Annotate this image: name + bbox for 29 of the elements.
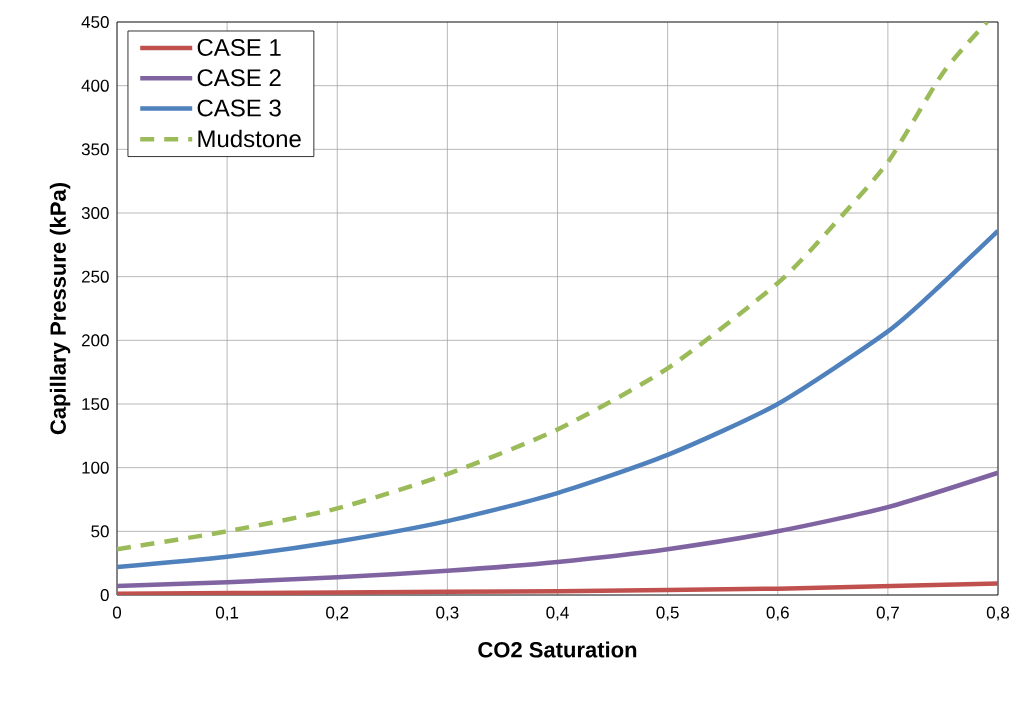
y-axis-title: Capillary Pressure (kPa) bbox=[49, 183, 71, 435]
line-series bbox=[117, 581, 999, 595]
y-tick-label: 150 bbox=[82, 397, 109, 411]
legend-label: CASE 2 bbox=[197, 69, 281, 87]
y-tick-label: 250 bbox=[81, 270, 109, 283]
y-tick-label: 400 bbox=[81, 79, 109, 92]
line-series bbox=[117, 228, 999, 570]
legend-label: Mudstone bbox=[198, 129, 301, 148]
x-tick-label: 0,3 bbox=[436, 606, 459, 621]
legend-label: CASE 3 bbox=[197, 99, 281, 117]
y-tick-label: 450 bbox=[81, 15, 109, 29]
x-axis-title: CO2 Saturation bbox=[478, 641, 637, 658]
x-tick-label: 0,5 bbox=[656, 606, 679, 621]
x-tick-label: 0,1 bbox=[215, 606, 239, 621]
x-tick-label: 0,4 bbox=[546, 606, 569, 621]
x-tick-label: 0,7 bbox=[876, 606, 899, 621]
x-tick-label: 0 bbox=[112, 606, 122, 619]
x-tick-label: 0,6 bbox=[766, 606, 789, 621]
x-tick-label: 0,2 bbox=[326, 606, 349, 621]
line-series bbox=[117, 21, 990, 552]
y-tick-label: 200 bbox=[81, 334, 109, 347]
legend-label: CASE 1 bbox=[197, 38, 281, 56]
x-tick-label: 0,8 bbox=[986, 606, 1010, 621]
y-tick-label: 0 bbox=[100, 588, 109, 602]
y-tick-label: 350 bbox=[81, 143, 109, 156]
y-tick-label: 100 bbox=[82, 461, 109, 474]
line-series bbox=[117, 470, 999, 589]
y-tick-label: 300 bbox=[81, 206, 109, 220]
y-tick-label: 50 bbox=[91, 525, 109, 538]
